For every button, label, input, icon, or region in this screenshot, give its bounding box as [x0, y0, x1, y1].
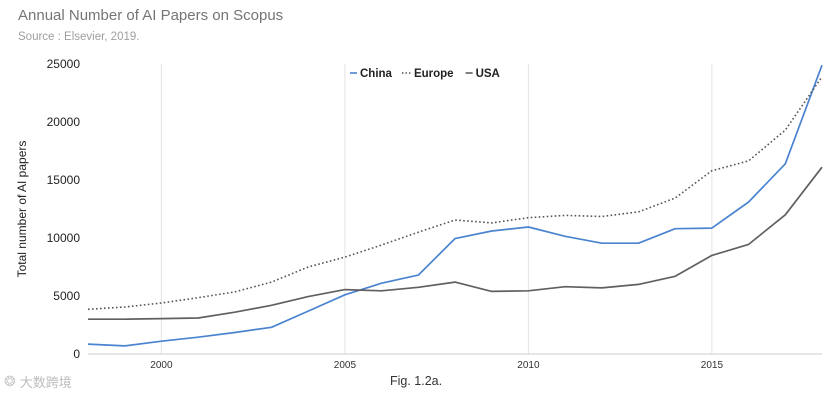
y-tick-label: 0: [73, 347, 80, 361]
chart-subtitle: Source : Elsevier, 2019.: [18, 31, 140, 43]
watermark-logo-icon: ❂: [4, 373, 16, 389]
y-tick-label: 10000: [47, 231, 81, 245]
y-axis-label: Total number of AI papers: [15, 141, 29, 278]
y-tick-label: 5000: [53, 289, 80, 303]
figure-caption: Fig. 1.2a.: [390, 374, 443, 388]
legend-label-china: China: [360, 68, 393, 80]
watermark: ❂ 大数跨境: [4, 372, 72, 391]
x-tick-label: 2010: [517, 360, 540, 371]
x-tick-label: 2005: [334, 360, 357, 371]
y-tick-label: 15000: [47, 173, 81, 187]
x-tick-label: 2000: [150, 360, 173, 371]
chart-title: Annual Number of AI Papers on Scopus: [18, 7, 284, 24]
watermark-text: 大数跨境: [19, 375, 72, 390]
series-line-usa: [88, 166, 823, 321]
series-line-china: [87, 64, 823, 347]
legend-label-usa: USA: [476, 68, 500, 80]
y-tick-label: 20000: [47, 115, 81, 129]
x-tick-label: 2015: [701, 360, 724, 371]
y-tick-label: 25000: [47, 57, 81, 71]
legend-label-europe: Europe: [414, 68, 454, 80]
